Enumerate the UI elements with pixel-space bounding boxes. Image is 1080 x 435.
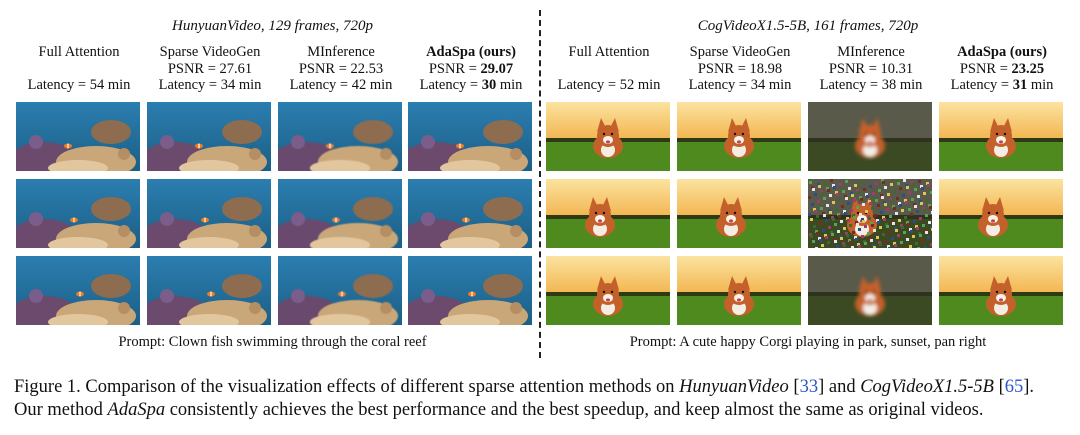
method-psnr: PSNR = 29.07 (408, 61, 534, 78)
method-name: Sparse VideoGen (159, 44, 261, 60)
method-header: Full Attention Latency = 52 min (546, 44, 672, 94)
method-latency: Latency = 34 min (688, 77, 792, 93)
panel-title: CogVideoX1.5-5B, 161 frames, 720p (697, 18, 919, 34)
prompt-text: Prompt: Clown fish swimming through the … (118, 334, 427, 350)
video-frame-thumbnail (677, 102, 801, 171)
caption-line-2: Our method AdaSpa consistently achieves … (14, 399, 1074, 422)
caption-italic: HunyuanVideo (679, 377, 789, 397)
method-name: Full Attention (568, 44, 650, 60)
method-psnr: PSNR = 27.61 (167, 60, 253, 77)
method-name: Sparse VideoGen (689, 44, 791, 60)
method-latency: Latency = 34 min (158, 77, 262, 93)
video-frame-thumbnail (546, 256, 670, 325)
method-name: AdaSpa (ours) (426, 44, 516, 60)
video-frame-thumbnail (278, 256, 402, 325)
video-frame-thumbnail (147, 179, 271, 248)
figure-caption: Figure 1. Comparison of the visualizatio… (14, 376, 1074, 422)
video-frame-thumbnail (808, 102, 932, 171)
video-frame-thumbnail (408, 256, 532, 325)
video-frame-thumbnail (546, 179, 670, 248)
method-psnr (16, 61, 142, 78)
video-frame-thumbnail (808, 256, 932, 325)
caption-text: Figure 1. Comparison of the visualizatio… (14, 377, 680, 397)
video-frame-thumbnail (677, 179, 801, 248)
method-name: MInference (837, 44, 905, 60)
method-psnr (546, 61, 672, 78)
video-frame-thumbnail (278, 179, 402, 248)
video-frame-thumbnail (939, 102, 1063, 171)
method-header-ours: AdaSpa (ours) PSNR = 23.25 Latency = 31 … (939, 44, 1065, 94)
method-header: Sparse VideoGen PSNR = 18.98 Latency = 3… (677, 44, 803, 94)
latency-prefix: Latency = (950, 77, 1013, 93)
video-frame-thumbnail (677, 256, 801, 325)
latency-suffix: min (1027, 77, 1054, 93)
video-frame-thumbnail (808, 179, 932, 248)
method-latency: Latency = 52 min (557, 77, 661, 93)
caption-text: Our method (14, 400, 108, 420)
method-name: AdaSpa (ours) (957, 44, 1047, 60)
method-header: MInference PSNR = 10.31 Latency = 38 min (808, 44, 934, 94)
method-latency: Latency = 42 min (289, 77, 393, 93)
latency-prefix: Latency = (419, 77, 482, 93)
method-psnr: PSNR = 23.25 (939, 61, 1065, 78)
panel-divider (539, 10, 541, 358)
hunyuan-panel: HunyuanVideo, 129 frames, 720p Full Atte… (10, 0, 535, 360)
method-header-ours: AdaSpa (ours) PSNR = 29.07 Latency = 30 … (408, 44, 534, 94)
panel-title: HunyuanVideo, 129 frames, 720p (172, 18, 373, 34)
caption-text: ] and (818, 377, 861, 397)
method-latency: Latency = 54 min (27, 77, 131, 93)
psnr-prefix: PSNR = (428, 60, 481, 77)
method-psnr: PSNR = 22.53 (298, 60, 384, 77)
method-latency: Latency = 31 min (939, 77, 1065, 94)
caption-text: consistently achieves the best performan… (165, 400, 984, 420)
method-header: Full Attention Latency = 54 min (16, 44, 142, 94)
video-frame-thumbnail (16, 256, 140, 325)
method-header: MInference PSNR = 22.53 Latency = 42 min (278, 44, 404, 94)
latency-suffix: min (496, 77, 523, 93)
method-name: MInference (307, 44, 375, 60)
video-frame-thumbnail (147, 102, 271, 171)
video-frame-thumbnail (408, 179, 532, 248)
method-latency: Latency = 38 min (819, 77, 923, 93)
method-psnr: PSNR = 18.98 (697, 60, 783, 77)
psnr-value: 23.25 (1011, 60, 1045, 77)
method-name: Full Attention (38, 44, 120, 60)
caption-text: [ (993, 377, 1005, 397)
caption-italic: CogVideoX1.5-5B (860, 377, 994, 397)
caption-text: [ (788, 377, 800, 397)
video-frame-thumbnail (546, 102, 670, 171)
method-latency: Latency = 30 min (408, 77, 534, 94)
caption-italic: AdaSpa (107, 400, 166, 420)
method-header: Sparse VideoGen PSNR = 27.61 Latency = 3… (147, 44, 273, 94)
video-frame-thumbnail (939, 179, 1063, 248)
cogvideo-panel: CogVideoX1.5-5B, 161 frames, 720p Full A… (544, 0, 1072, 360)
video-frame-thumbnail (408, 102, 532, 171)
psnr-value: 29.07 (480, 60, 514, 77)
latency-value: 30 (481, 77, 497, 93)
video-frame-thumbnail (147, 256, 271, 325)
caption-text: ]. (1023, 377, 1035, 397)
citation-link[interactable]: 65 (1004, 377, 1024, 397)
citation-link[interactable]: 33 (799, 377, 819, 397)
prompt-text: Prompt: A cute happy Corgi playing in pa… (629, 334, 987, 350)
video-frame-thumbnail (16, 179, 140, 248)
latency-value: 31 (1012, 77, 1028, 93)
video-frame-thumbnail (939, 256, 1063, 325)
caption-line-1: Figure 1. Comparison of the visualizatio… (14, 376, 1074, 399)
video-frame-thumbnail (278, 102, 402, 171)
psnr-prefix: PSNR = (959, 60, 1012, 77)
method-psnr: PSNR = 10.31 (828, 60, 914, 77)
video-frame-thumbnail (16, 102, 140, 171)
